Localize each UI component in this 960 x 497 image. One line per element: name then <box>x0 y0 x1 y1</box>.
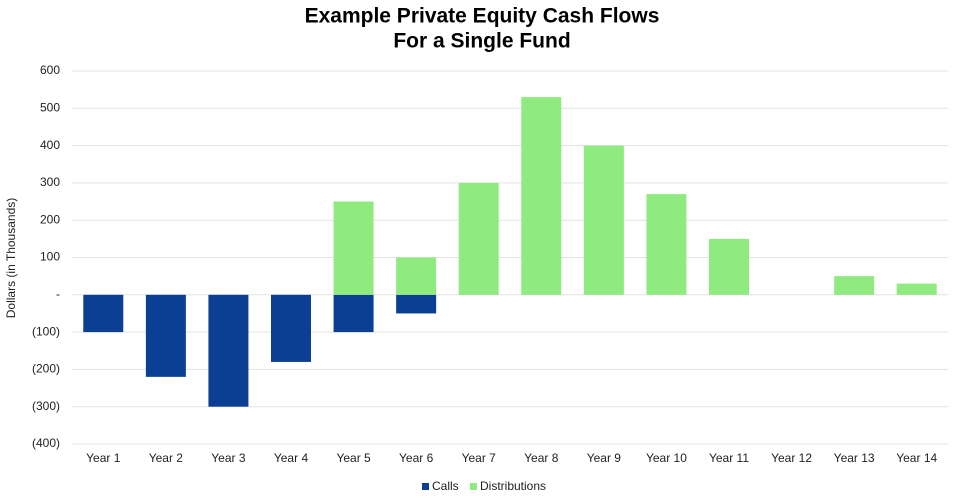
x-tick-label: Year 13 <box>834 451 875 465</box>
bar <box>396 294 437 314</box>
x-tick-label: Year 1 <box>86 451 121 465</box>
x-tick-label: Year 2 <box>149 451 184 465</box>
x-tick-label: Year 7 <box>462 451 497 465</box>
bar <box>333 294 374 333</box>
legend-swatch <box>422 483 429 490</box>
x-tick-label: Year 6 <box>399 451 434 465</box>
x-tick-label: Year 3 <box>211 451 246 465</box>
x-tick-label: Year 11 <box>709 451 749 465</box>
chart-title: For a Single Fund <box>393 30 570 53</box>
x-tick-label: Year 12 <box>771 451 812 465</box>
bar <box>521 97 562 295</box>
bar <box>458 182 499 295</box>
bar <box>646 194 687 295</box>
x-tick-label: Year 8 <box>524 451 559 465</box>
y-tick-label: (200) <box>32 362 60 376</box>
y-tick-label: (400) <box>32 436 60 450</box>
legend-label: Calls <box>432 479 459 493</box>
y-tick-label: 600 <box>40 63 60 77</box>
y-tick-label: 300 <box>40 175 60 189</box>
legend-swatch <box>470 483 477 490</box>
chart-title: Example Private Equity Cash Flows <box>305 5 660 28</box>
y-tick-label: (300) <box>32 399 60 413</box>
bar <box>271 294 311 362</box>
bar <box>583 145 624 295</box>
bar <box>709 238 749 295</box>
bar <box>145 294 186 377</box>
bar <box>896 283 937 295</box>
x-tick-label: Year 9 <box>587 451 622 465</box>
bar <box>834 276 875 295</box>
y-tick-label: (100) <box>32 324 60 338</box>
x-tick-label: Year 10 <box>646 451 687 465</box>
y-tick-label: 500 <box>40 100 60 114</box>
bar <box>396 257 437 295</box>
legend-label: Distributions <box>480 479 546 493</box>
bar <box>83 294 124 333</box>
y-tick-label: 400 <box>40 138 60 152</box>
bar <box>208 294 249 407</box>
y-axis-label: Dollars (in Thousands) <box>4 198 18 319</box>
y-tick-label: 100 <box>40 250 60 264</box>
y-tick-label: 200 <box>40 212 60 226</box>
bar <box>333 201 374 295</box>
x-tick-label: Year 5 <box>336 451 371 465</box>
x-tick-label: Year 14 <box>896 451 937 465</box>
x-tick-label: Year 4 <box>274 451 309 465</box>
y-tick-label: - <box>56 287 60 301</box>
